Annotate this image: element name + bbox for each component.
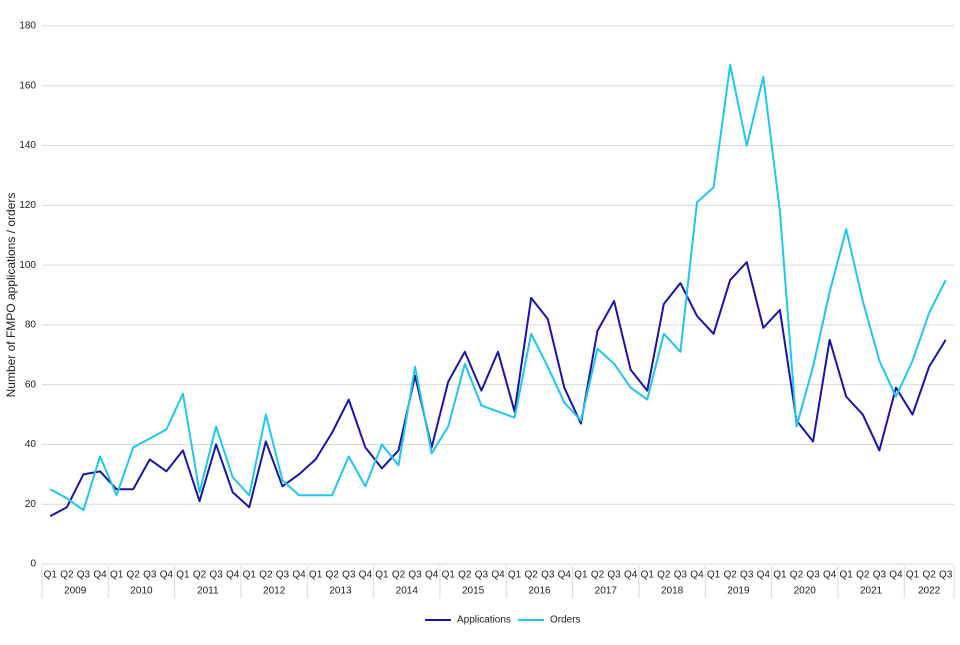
legend-label: Orders <box>550 615 581 626</box>
x-tick-label: Q3 <box>740 570 754 581</box>
x-tick-label: Q2 <box>127 570 141 581</box>
x-tick-label: Q4 <box>292 570 306 581</box>
x-tick-label: Q1 <box>508 570 522 581</box>
x-tick-label: Q3 <box>143 570 157 581</box>
year-label: 2012 <box>263 586 286 597</box>
year-label: 2020 <box>794 586 817 597</box>
x-tick-label: Q4 <box>93 570 107 581</box>
y-tick-label: 120 <box>19 200 36 211</box>
x-tick-label: Q2 <box>790 570 804 581</box>
year-label: 2010 <box>130 586 153 597</box>
x-tick-label: Q3 <box>674 570 688 581</box>
x-tick-label: Q1 <box>243 570 257 581</box>
line-series <box>49 63 947 512</box>
y-axis-label: Number of FMPO applications / orders <box>4 193 18 398</box>
x-tick-label: Q2 <box>193 570 207 581</box>
y-tick-label: 60 <box>25 379 37 390</box>
x-tick-label: Q3 <box>541 570 555 581</box>
x-tick-label: Q3 <box>342 570 356 581</box>
x-tick-label: Q4 <box>359 570 373 581</box>
year-label: 2014 <box>396 586 419 597</box>
x-tick-label: Q4 <box>823 570 837 581</box>
x-tick-label: Q2 <box>922 570 936 581</box>
year-label: 2016 <box>528 586 551 597</box>
year-label: 2013 <box>329 586 352 597</box>
x-tick-label: Q2 <box>856 570 870 581</box>
year-label: 2019 <box>727 586 750 597</box>
year-label: 2011 <box>197 586 219 597</box>
line-series <box>49 261 947 518</box>
x-tick-label: Q2 <box>259 570 273 581</box>
x-tick-label: Q1 <box>110 570 124 581</box>
year-label: 2015 <box>462 586 485 597</box>
y-tick-label: 160 <box>19 80 36 91</box>
x-tick-label: Q4 <box>624 570 638 581</box>
x-tick-label: Q1 <box>840 570 854 581</box>
y-tick-label: 140 <box>19 140 36 151</box>
x-tick-label: Q3 <box>475 570 489 581</box>
y-tick-label: 80 <box>25 320 37 331</box>
x-tick-label: Q4 <box>690 570 704 581</box>
year-label: 2017 <box>595 586 618 597</box>
x-tick-label: Q3 <box>408 570 422 581</box>
x-tick-label: Q1 <box>574 570 588 581</box>
year-label: 2018 <box>661 586 684 597</box>
x-tick-label: Q2 <box>591 570 605 581</box>
x-tick-label: Q2 <box>458 570 472 581</box>
legend-label: Applications <box>457 615 511 626</box>
year-label: 2022 <box>918 586 941 597</box>
x-tick-label: Q1 <box>176 570 190 581</box>
x-tick-label: Q4 <box>226 570 240 581</box>
x-tick-label: Q3 <box>77 570 91 581</box>
x-tick-label: Q2 <box>60 570 74 581</box>
x-tick-label: Q3 <box>607 570 621 581</box>
x-tick-label: Q3 <box>209 570 223 581</box>
x-tick-label: Q4 <box>160 570 174 581</box>
x-tick-label: Q2 <box>524 570 538 581</box>
y-tick-label: 100 <box>19 260 36 271</box>
x-tick-label: Q3 <box>873 570 887 581</box>
y-tick-label: 0 <box>30 559 36 570</box>
x-tick-label: Q4 <box>757 570 771 581</box>
x-tick-label: Q4 <box>491 570 505 581</box>
x-tick-label: Q3 <box>939 570 953 581</box>
x-tick-label: Q2 <box>723 570 737 581</box>
x-tick-label: Q1 <box>375 570 389 581</box>
x-tick-label: Q4 <box>558 570 572 581</box>
x-tick-label: Q3 <box>806 570 820 581</box>
x-tick-label: Q1 <box>442 570 456 581</box>
x-tick-label: Q1 <box>707 570 721 581</box>
year-label: 2021 <box>860 586 883 597</box>
x-tick-label: Q1 <box>906 570 920 581</box>
year-label: 2009 <box>64 586 87 597</box>
x-tick-label: Q2 <box>657 570 671 581</box>
x-tick-label: Q1 <box>773 570 787 581</box>
y-tick-label: 180 <box>19 21 36 32</box>
x-tick-label: Q4 <box>425 570 439 581</box>
x-tick-label: Q1 <box>641 570 655 581</box>
x-tick-label: Q2 <box>392 570 406 581</box>
y-tick-label: 20 <box>25 499 37 510</box>
x-tick-label: Q1 <box>44 570 58 581</box>
x-tick-label: Q2 <box>326 570 340 581</box>
x-tick-label: Q4 <box>889 570 903 581</box>
x-tick-label: Q1 <box>309 570 323 581</box>
x-tick-label: Q3 <box>276 570 290 581</box>
y-tick-label: 40 <box>25 439 37 450</box>
